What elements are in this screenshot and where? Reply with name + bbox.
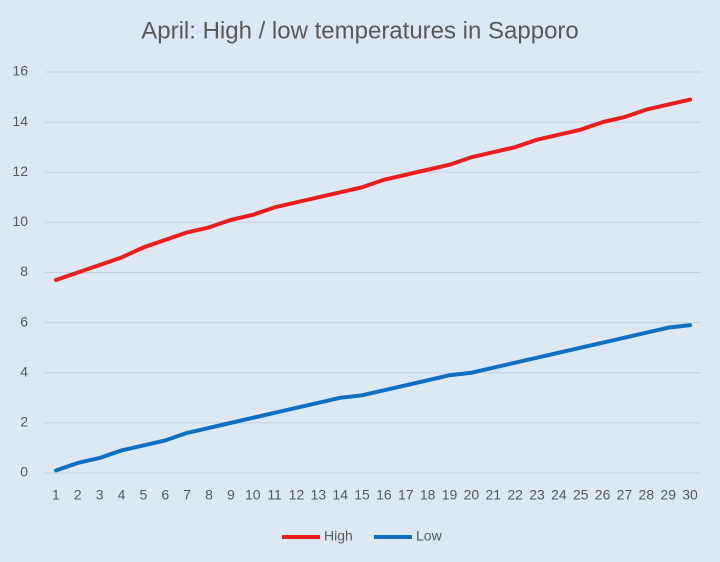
x-tick-label: 7 xyxy=(183,487,191,503)
series-line xyxy=(53,97,693,283)
chart-title: April: High / low temperatures in Sappor… xyxy=(141,17,579,44)
y-tick-label: 12 xyxy=(12,163,28,179)
x-tick-label: 1 xyxy=(52,487,60,503)
y-tick-label: 2 xyxy=(20,414,28,430)
x-tick-label: 10 xyxy=(245,487,261,503)
legend-label: High xyxy=(324,528,353,544)
x-tick-label: 12 xyxy=(289,487,305,503)
x-tick-label: 3 xyxy=(96,487,104,503)
x-tick-label: 28 xyxy=(639,487,655,503)
x-tick-label: 13 xyxy=(311,487,327,503)
y-tick-label: 6 xyxy=(20,313,28,329)
y-tick-label: 14 xyxy=(12,113,28,129)
series-line xyxy=(53,323,693,473)
x-tick-label: 11 xyxy=(267,487,282,503)
y-tick-label: 16 xyxy=(12,63,28,79)
y-tick-label: 8 xyxy=(20,263,28,279)
x-tick-label: 5 xyxy=(140,487,148,503)
x-tick-label: 26 xyxy=(595,487,611,503)
x-tick-label: 4 xyxy=(118,487,126,503)
legend-label: Low xyxy=(416,528,443,544)
x-tick-label: 19 xyxy=(442,487,458,503)
x-tick-label: 8 xyxy=(205,487,213,503)
x-tick-label: 15 xyxy=(354,487,370,503)
x-tick-label: 22 xyxy=(507,487,523,503)
x-tick-label: 23 xyxy=(529,487,545,503)
x-tick-label: 27 xyxy=(617,487,633,503)
x-tick-label: 24 xyxy=(551,487,567,503)
x-tick-label: 30 xyxy=(682,487,698,503)
x-tick-label: 17 xyxy=(398,487,414,503)
x-tick-label: 16 xyxy=(376,487,392,503)
x-tick-label: 25 xyxy=(573,487,589,503)
x-tick-label: 6 xyxy=(161,487,169,503)
x-tick-label: 9 xyxy=(227,487,235,503)
y-tick-label: 0 xyxy=(20,464,28,480)
x-tick-label: 2 xyxy=(74,487,82,503)
y-tick-label: 10 xyxy=(12,213,28,229)
x-tick-label: 14 xyxy=(332,487,348,503)
x-tick-label: 29 xyxy=(660,487,676,503)
x-tick-label: 21 xyxy=(485,487,501,503)
x-tick-label: 20 xyxy=(464,487,480,503)
x-tick-label: 18 xyxy=(420,487,436,503)
y-tick-label: 4 xyxy=(20,363,28,379)
